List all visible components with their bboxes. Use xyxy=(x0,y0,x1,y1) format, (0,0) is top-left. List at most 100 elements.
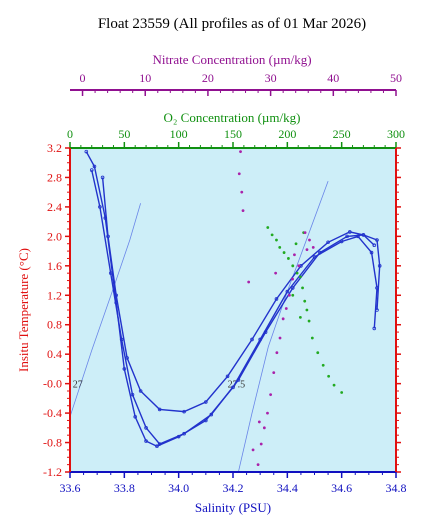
series-4 xyxy=(237,150,315,467)
nitrate-point xyxy=(293,253,296,257)
profile-point xyxy=(144,426,148,430)
oxygen-point xyxy=(275,238,278,242)
nitrate-point xyxy=(291,277,294,281)
oxygen-tick-label: 100 xyxy=(170,127,188,141)
salinity-tick-label: 34.6 xyxy=(331,481,352,495)
profile-point xyxy=(285,289,290,294)
oxygen-tick-label: 50 xyxy=(118,127,130,141)
temperature-tick-label: 2.8 xyxy=(47,170,62,184)
nitrate-point xyxy=(272,371,276,374)
oxygen-tick-label: 250 xyxy=(333,127,351,141)
oxygen-point xyxy=(287,257,290,260)
profile-point xyxy=(182,409,186,414)
profile-point xyxy=(119,337,124,342)
oxygen-point xyxy=(282,251,286,254)
isopycnal-label: 27.5 xyxy=(228,379,246,390)
temperature-tick-label: 0.4 xyxy=(47,347,62,361)
temperature-tick-label: -0.8 xyxy=(43,436,62,450)
profile-point xyxy=(122,367,127,371)
profile-point xyxy=(155,444,159,449)
oxygen-point xyxy=(278,246,282,249)
profile-point xyxy=(348,230,352,234)
profile-point xyxy=(372,326,377,331)
temperature-tick-label: -0.0 xyxy=(43,377,62,391)
nitrate-point xyxy=(278,336,282,340)
nitrate-point xyxy=(240,190,244,194)
oxygen-point xyxy=(301,286,304,290)
salinity-axis-label: Salinity (PSU) xyxy=(195,500,271,515)
nitrate-point xyxy=(288,293,291,297)
oxygen-point xyxy=(316,351,320,355)
profile-point xyxy=(114,293,118,298)
nitrate-point xyxy=(259,442,263,446)
profile-point xyxy=(182,431,186,436)
salinity-tick-label: 34.4 xyxy=(277,481,298,495)
temperature-tick-label: 2.4 xyxy=(47,200,62,214)
oxygen-point xyxy=(298,315,302,319)
nitrate-point xyxy=(311,246,315,249)
salinity-tick-label: 34.8 xyxy=(386,481,407,495)
nitrate-tick-label: 30 xyxy=(265,71,277,85)
profile-point xyxy=(361,233,366,237)
temperature-tick-label: 1.6 xyxy=(47,259,62,273)
series-2 xyxy=(100,175,382,414)
nitrate-point xyxy=(266,411,269,415)
oxygen-point xyxy=(327,374,331,378)
profile-point xyxy=(375,238,379,242)
profile-point xyxy=(369,250,374,255)
profile-point xyxy=(377,264,382,268)
oxygen-point xyxy=(295,271,299,275)
nitrate-point xyxy=(275,351,279,355)
temperature-tick-label: -1.2 xyxy=(43,465,62,479)
oxygen-tick-label: 0 xyxy=(67,127,73,141)
profile-point xyxy=(98,205,102,209)
temperature-tick-label: -0.4 xyxy=(43,406,62,420)
nitrate-tick-label: 40 xyxy=(327,71,339,85)
profile-line xyxy=(101,177,381,413)
profile-point xyxy=(274,297,279,301)
temperature-tick-label: 2.0 xyxy=(47,229,62,243)
temperature-axis-ticks: -1.2 -0.8 -0.4 -0.0 0.4 0.8 1.2 1.6 2.0 2.4 2.8 3.2 xyxy=(43,141,401,479)
isopycnal-label: 27 xyxy=(73,379,83,390)
salinity-tick-label: 33.6 xyxy=(60,481,81,495)
nitrate-axis: Nitrate Concentration (µm/kg) 0 10 20 30 40 5… xyxy=(70,52,402,96)
nitrate-tick-label: 10 xyxy=(139,71,151,85)
nitrate-point xyxy=(281,317,285,321)
oxygen-point xyxy=(303,299,307,303)
nitrate-point xyxy=(237,172,241,176)
nitrate-point xyxy=(247,280,251,284)
profile-point xyxy=(345,234,349,239)
nitrate-point xyxy=(251,448,255,452)
nitrate-point xyxy=(297,264,301,268)
profile-point xyxy=(133,414,138,419)
nitrate-point xyxy=(284,307,288,310)
nitrate-point xyxy=(262,426,266,430)
series-3 xyxy=(266,226,344,394)
oxygen-axis-label: O₂ Concentration (µm/kg) xyxy=(164,110,301,125)
salinity-tick-label: 34.2 xyxy=(223,481,244,495)
profile-point xyxy=(263,330,268,334)
oxygen-point xyxy=(298,275,302,279)
nitrate-point xyxy=(257,420,261,424)
profile-point xyxy=(318,250,322,255)
profile-point xyxy=(372,243,377,248)
oxygen-tick-label: 150 xyxy=(224,127,242,141)
profile-point xyxy=(209,412,214,417)
oxygen-point xyxy=(332,383,336,387)
profile-point xyxy=(89,168,94,172)
profile-point xyxy=(157,407,162,412)
salinity-axis-ticks: 33.6 33.8 34.0 34.2 34.4 34.6 34.8 xyxy=(60,472,407,495)
profile-point xyxy=(92,164,97,169)
profile-point xyxy=(326,240,330,245)
nitrate-tick-label: 20 xyxy=(202,71,214,85)
nitrate-point xyxy=(308,238,311,242)
profile-point xyxy=(290,286,295,290)
profile-point xyxy=(138,389,143,393)
plot-area xyxy=(70,148,396,472)
oxygen-point xyxy=(305,308,309,312)
data-series xyxy=(84,149,382,467)
temperature-tick-label: 1.2 xyxy=(47,288,62,302)
profile-point xyxy=(375,308,379,312)
oxygen-point xyxy=(310,336,314,340)
profile-point xyxy=(100,175,105,180)
